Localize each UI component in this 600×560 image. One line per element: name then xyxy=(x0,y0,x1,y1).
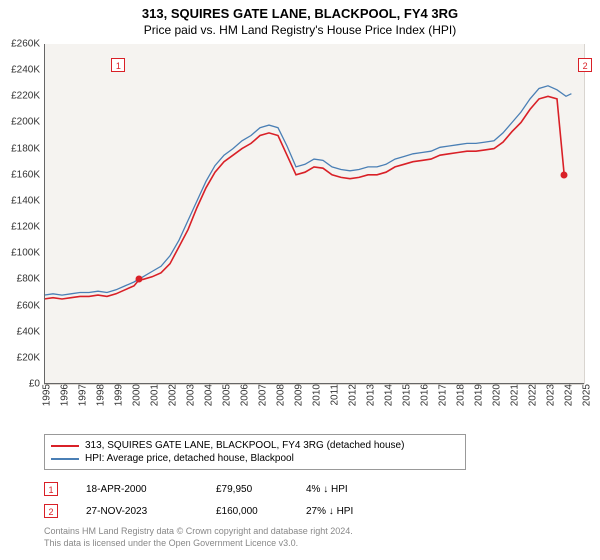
chart-lines xyxy=(44,44,584,384)
x-tick-label: 2025 xyxy=(576,384,593,406)
x-tick-label: 1998 xyxy=(90,384,107,406)
attribution: Contains HM Land Registry data © Crown c… xyxy=(44,526,353,549)
x-tick-label: 2001 xyxy=(144,384,161,406)
y-tick-label: £160K xyxy=(11,169,44,180)
marker-label: 1 xyxy=(111,58,125,72)
legend-swatch xyxy=(51,445,79,447)
x-tick-label: 1996 xyxy=(54,384,71,406)
series-line-hpi xyxy=(44,86,571,295)
marker-badge: 1 xyxy=(44,482,58,496)
y-tick-label: £220K xyxy=(11,91,44,102)
legend-label: HPI: Average price, detached house, Blac… xyxy=(85,453,294,464)
x-tick-label: 2013 xyxy=(360,384,377,406)
x-tick-label: 2003 xyxy=(180,384,197,406)
marker-label: 2 xyxy=(578,58,592,72)
marker-row: 2 27-NOV-2023 £160,000 27% ↓ HPI xyxy=(44,500,406,522)
gridline-vertical xyxy=(584,44,585,384)
x-tick-label: 2010 xyxy=(306,384,323,406)
x-tick-label: 2011 xyxy=(324,384,341,406)
attribution-line: This data is licensed under the Open Gov… xyxy=(44,538,353,550)
x-tick-label: 1995 xyxy=(36,384,53,406)
y-tick-label: £120K xyxy=(11,222,44,233)
marker-date: 27-NOV-2023 xyxy=(86,506,216,517)
x-tick-label: 2024 xyxy=(558,384,575,406)
legend-swatch xyxy=(51,458,79,460)
x-tick-label: 2021 xyxy=(504,384,521,406)
x-tick-label: 1997 xyxy=(72,384,89,406)
x-tick-label: 2000 xyxy=(126,384,143,406)
chart-subtitle: Price paid vs. HM Land Registry's House … xyxy=(0,21,600,41)
marker-point xyxy=(561,171,568,178)
marker-point xyxy=(136,276,143,283)
marker-date: 18-APR-2000 xyxy=(86,484,216,495)
x-tick-label: 2007 xyxy=(252,384,269,406)
x-tick-label: 2014 xyxy=(378,384,395,406)
x-tick-label: 2019 xyxy=(468,384,485,406)
legend-item: HPI: Average price, detached house, Blac… xyxy=(51,452,459,465)
marker-price: £160,000 xyxy=(216,506,306,517)
series-line-property xyxy=(44,96,566,299)
marker-price: £79,950 xyxy=(216,484,306,495)
marker-pct: 27% ↓ HPI xyxy=(306,506,406,517)
y-tick-label: £260K xyxy=(11,39,44,50)
marker-row: 1 18-APR-2000 £79,950 4% ↓ HPI xyxy=(44,478,406,500)
x-tick-label: 2022 xyxy=(522,384,539,406)
legend-label: 313, SQUIRES GATE LANE, BLACKPOOL, FY4 3… xyxy=(85,440,404,451)
legend-item: 313, SQUIRES GATE LANE, BLACKPOOL, FY4 3… xyxy=(51,439,459,452)
x-tick-label: 2020 xyxy=(486,384,503,406)
y-tick-label: £200K xyxy=(11,117,44,128)
marker-badge: 2 xyxy=(44,504,58,518)
x-tick-label: 2016 xyxy=(414,384,431,406)
marker-pct: 4% ↓ HPI xyxy=(306,484,406,495)
chart-title: 313, SQUIRES GATE LANE, BLACKPOOL, FY4 3… xyxy=(0,0,600,21)
attribution-line: Contains HM Land Registry data © Crown c… xyxy=(44,526,353,538)
x-tick-label: 2004 xyxy=(198,384,215,406)
y-tick-label: £180K xyxy=(11,143,44,154)
y-axis xyxy=(44,44,45,384)
plot-area: £0£20K£40K£60K£80K£100K£120K£140K£160K£1… xyxy=(44,44,584,384)
x-tick-label: 2005 xyxy=(216,384,233,406)
y-tick-label: £20K xyxy=(17,352,44,363)
y-tick-label: £80K xyxy=(17,274,44,285)
y-tick-label: £100K xyxy=(11,248,44,259)
x-tick-label: 2018 xyxy=(450,384,467,406)
x-tick-label: 2009 xyxy=(288,384,305,406)
x-tick-label: 2012 xyxy=(342,384,359,406)
y-tick-label: £40K xyxy=(17,326,44,337)
x-tick-label: 2015 xyxy=(396,384,413,406)
y-tick-label: £240K xyxy=(11,65,44,76)
chart-container: 313, SQUIRES GATE LANE, BLACKPOOL, FY4 3… xyxy=(0,0,600,560)
x-tick-label: 2002 xyxy=(162,384,179,406)
x-tick-label: 2008 xyxy=(270,384,287,406)
x-tick-label: 1999 xyxy=(108,384,125,406)
x-tick-label: 2023 xyxy=(540,384,557,406)
x-tick-label: 2017 xyxy=(432,384,449,406)
x-tick-label: 2006 xyxy=(234,384,251,406)
y-tick-label: £60K xyxy=(17,300,44,311)
y-tick-label: £140K xyxy=(11,195,44,206)
marker-table: 1 18-APR-2000 £79,950 4% ↓ HPI 2 27-NOV-… xyxy=(44,478,406,522)
legend: 313, SQUIRES GATE LANE, BLACKPOOL, FY4 3… xyxy=(44,434,466,470)
